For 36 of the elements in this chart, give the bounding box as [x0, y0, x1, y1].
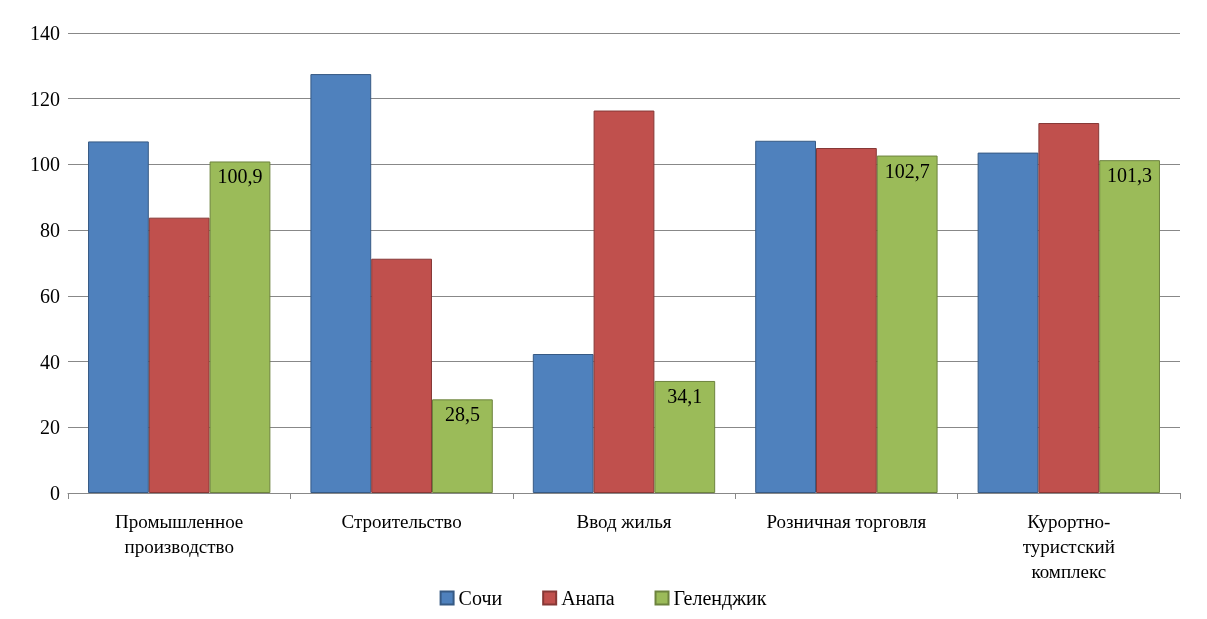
- legend-label: Анапа: [561, 587, 615, 609]
- y-tick-label: 0: [50, 482, 60, 504]
- y-tick-label: 40: [40, 350, 60, 373]
- x-tick-label: Курортно-туристский комплекс: [1022, 511, 1115, 582]
- y-tick-label: 100: [30, 153, 60, 176]
- bar: [209, 161, 271, 493]
- bar: [431, 399, 493, 493]
- legend-label: Геленджик: [673, 587, 767, 610]
- bar: [1099, 160, 1160, 493]
- data-label: 101,3: [1107, 164, 1153, 187]
- x-tick-label: Розничная торговля: [766, 511, 927, 532]
- bar: [977, 152, 1039, 493]
- bar: [593, 110, 655, 493]
- data-label: 34,1: [667, 384, 703, 407]
- y-tick-label: 140: [30, 22, 60, 44]
- data-label: 28,5: [444, 403, 480, 426]
- bar: [1038, 123, 1100, 493]
- y-tick-label: 20: [40, 416, 60, 439]
- bar: [532, 354, 594, 493]
- bar: [310, 74, 372, 493]
- x-tick-label: Ввод жилья: [576, 511, 672, 532]
- bar: [654, 380, 716, 493]
- x-tick-label: Строительство: [341, 511, 462, 532]
- data-label: 102,7: [884, 159, 930, 182]
- y-tick-label: 80: [40, 219, 60, 242]
- x-tick-label: Промышленное производство: [115, 511, 244, 557]
- y-tick-label: 60: [40, 284, 60, 307]
- bar: [88, 141, 149, 493]
- legend-label: Сочи: [458, 587, 503, 609]
- bar: [371, 258, 432, 493]
- bar: [876, 155, 938, 493]
- bar: [148, 217, 210, 493]
- bar: [755, 140, 817, 493]
- y-tick-label: 120: [30, 87, 60, 110]
- data-label: 100,9: [217, 165, 263, 188]
- bar: [816, 148, 877, 493]
